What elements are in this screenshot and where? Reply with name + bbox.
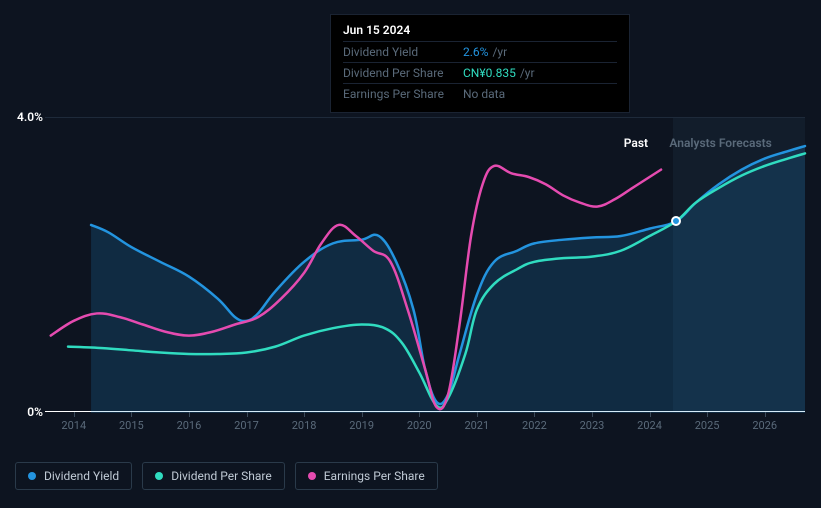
x-tick-label: 2021 xyxy=(464,419,489,432)
x-tick-label: 2025 xyxy=(695,419,720,432)
legend-item[interactable]: Dividend Yield xyxy=(15,462,132,490)
x-tick-mark xyxy=(362,412,363,417)
legend: Dividend Yield Dividend Per Share Earnings… xyxy=(15,462,438,490)
x-axis: 2014 2015 2016 2017 2018 2019 2020 2021 2022 2023… xyxy=(45,417,805,437)
x-tick-mark xyxy=(131,412,132,417)
past-label: Past xyxy=(624,136,648,150)
x-tick-label: 2016 xyxy=(177,419,202,432)
x-tick-mark xyxy=(247,412,248,417)
x-tick-label: 2024 xyxy=(637,419,662,432)
x-tick-mark xyxy=(304,412,305,417)
x-tick-label: 2015 xyxy=(119,419,144,432)
tooltip-row: Dividend Yield2.6% /yr xyxy=(343,41,617,62)
x-tick-mark xyxy=(419,412,420,417)
y-axis-tick-label: 0% xyxy=(27,405,43,419)
x-tick-mark xyxy=(707,412,708,417)
y-axis-tick-label: 4.0% xyxy=(17,110,43,124)
legend-item[interactable]: Earnings Per Share xyxy=(295,462,438,490)
legend-dot-icon xyxy=(308,472,316,480)
tooltip-row: Earnings Per ShareNo data xyxy=(343,83,617,104)
legend-item[interactable]: Dividend Per Share xyxy=(142,462,285,490)
x-tick-mark xyxy=(477,412,478,417)
series-line xyxy=(51,166,661,410)
legend-label: Dividend Per Share xyxy=(171,469,272,483)
x-tick-label: 2014 xyxy=(61,419,86,432)
legend-label: Dividend Yield xyxy=(44,469,119,483)
dividend-chart: 4.0%0% Past Analysts Forecasts 201420152… xyxy=(15,105,810,420)
tooltip-metric-value: CN¥0.835 xyxy=(463,66,516,80)
x-tick-label: 2019 xyxy=(349,419,374,432)
tooltip-metric-unit: /yr xyxy=(520,66,535,80)
tooltip-metric-label: Dividend Per Share xyxy=(343,66,463,80)
legend-dot-icon xyxy=(28,472,36,480)
tooltip-rows: Dividend Yield2.6%/yrDividend Per ShareC… xyxy=(343,41,617,104)
tooltip-row: Dividend Per ShareCN¥0.835/yr xyxy=(343,62,617,83)
chart-tooltip: Jun 15 2024 Dividend Yield2.6%/yrDividen… xyxy=(330,14,630,113)
x-tick-mark xyxy=(74,412,75,417)
legend-dot-icon xyxy=(155,472,163,480)
legend-label: Earnings Per Share xyxy=(324,469,425,483)
tooltip-metric-unit: /yr xyxy=(492,45,507,59)
series-line xyxy=(68,153,805,407)
x-tick-mark xyxy=(765,412,766,417)
plot-area[interactable]: Past Analysts Forecasts xyxy=(45,117,805,412)
tooltip-metric-label: Earnings Per Share xyxy=(343,87,463,101)
tooltip-metric-label: Dividend Yield xyxy=(343,45,463,59)
x-tick-label: 2022 xyxy=(522,419,547,432)
hover-marker xyxy=(671,216,681,226)
x-tick-mark xyxy=(650,412,651,417)
x-tick-label: 2020 xyxy=(407,419,432,432)
tooltip-metric-value: 2.6% xyxy=(463,45,488,59)
x-tick-label: 2023 xyxy=(580,419,605,432)
x-tick-label: 2026 xyxy=(752,419,777,432)
tooltip-date: Jun 15 2024 xyxy=(343,23,617,37)
x-tick-mark xyxy=(534,412,535,417)
x-tick-label: 2017 xyxy=(234,419,259,432)
forecast-label: Analysts Forecasts xyxy=(669,136,771,150)
tooltip-metric-value: No data xyxy=(463,87,505,101)
series-line xyxy=(91,146,805,404)
chart-lines xyxy=(45,118,805,413)
x-tick-label: 2018 xyxy=(292,419,317,432)
x-tick-mark xyxy=(592,412,593,417)
x-tick-mark xyxy=(189,412,190,417)
